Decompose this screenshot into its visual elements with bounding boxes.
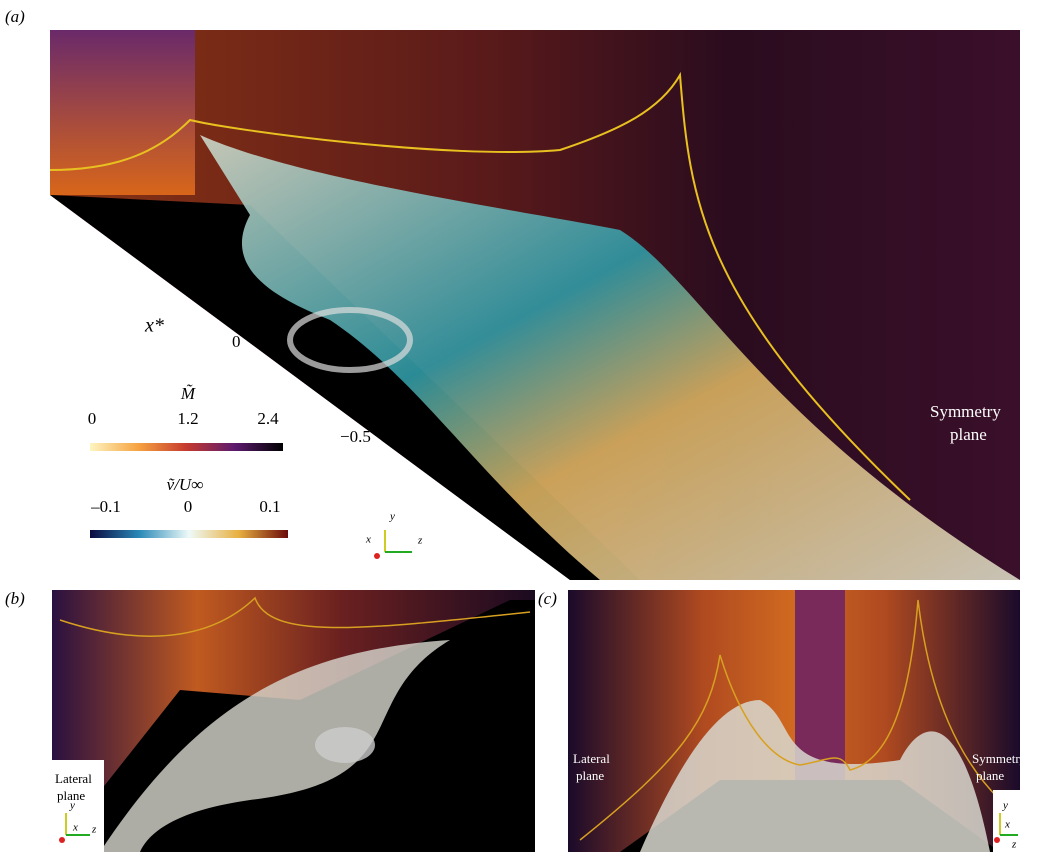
annotation: Lateral	[55, 771, 92, 786]
block	[795, 590, 845, 780]
floor	[50, 195, 640, 580]
contour	[59, 596, 531, 637]
annotation: plane	[57, 788, 85, 803]
triad-label: y	[1002, 800, 1008, 812]
axis-triad: y x z	[994, 800, 1018, 851]
triad-label: x	[365, 534, 371, 546]
block	[50, 30, 195, 195]
colorbar-m: M̃ 0 1.2 2.4	[88, 384, 283, 451]
colorbar	[90, 443, 283, 451]
vortex	[287, 307, 413, 373]
streamlines	[640, 700, 990, 852]
sheet	[200, 135, 1020, 580]
axis-triad: y x z	[365, 511, 423, 559]
annotation: plane	[576, 768, 604, 783]
annotation: plane	[976, 768, 1004, 783]
vortex	[315, 727, 375, 763]
contour	[579, 599, 1001, 841]
colorbar-title: M̃	[180, 384, 196, 403]
triad-label: y	[69, 800, 75, 812]
axis-label: x*	[144, 315, 164, 337]
triad-label: z	[91, 824, 97, 836]
axis-triad: y x z	[59, 800, 97, 843]
panel-label: (a)	[5, 7, 25, 26]
axis-label: x*	[469, 702, 489, 724]
colorbar-tick: –0.1	[90, 497, 121, 516]
tick-label: −0.5	[340, 427, 371, 446]
annotation: Symmetry	[930, 402, 1001, 421]
colorbar-tick: 0	[184, 497, 193, 516]
colorbar	[90, 530, 288, 538]
panel-a: (a) 1.5 1.0 0.5 0 −0.5 x* Symmetry plane…	[5, 7, 1020, 580]
panel-b: (b) Lateral plane 0 x* −0.5 y x z	[5, 589, 535, 852]
colorbar-tick: 0.1	[259, 497, 280, 516]
triad-label: z	[1011, 839, 1017, 851]
triad-label: x	[72, 822, 78, 834]
annotation: Lateral	[573, 751, 610, 766]
tick-label: 0.5	[92, 274, 113, 293]
panel-c: (c) Lateral plane Symmetry plane y x z	[538, 589, 1027, 852]
triad-label: z	[417, 535, 423, 547]
colorbar-tick: 2.4	[257, 409, 279, 428]
colorbar-tick: 0	[88, 409, 97, 428]
triad-label: x	[1004, 819, 1010, 831]
colorbar-v: ṽ/U∞ –0.1 0 0.1	[90, 475, 288, 538]
tick-label: 0	[513, 654, 522, 673]
triad-label: y	[389, 511, 395, 523]
streamlines	[100, 640, 450, 852]
colorbar-title: ṽ/U∞	[167, 475, 204, 494]
annotation: plane	[950, 425, 987, 444]
annotation: Symmetry	[972, 751, 1027, 766]
colorbar-tick: 1.2	[177, 409, 198, 428]
tick-label: 1.5	[60, 217, 81, 236]
tick-label: −0.5	[460, 761, 491, 780]
tick-label: 0	[232, 332, 241, 351]
triad-box	[52, 760, 104, 852]
panel-label: (c)	[538, 589, 557, 608]
contour	[49, 71, 911, 501]
tick-label: 1.0	[72, 244, 93, 263]
panel-label: (b)	[5, 589, 25, 608]
